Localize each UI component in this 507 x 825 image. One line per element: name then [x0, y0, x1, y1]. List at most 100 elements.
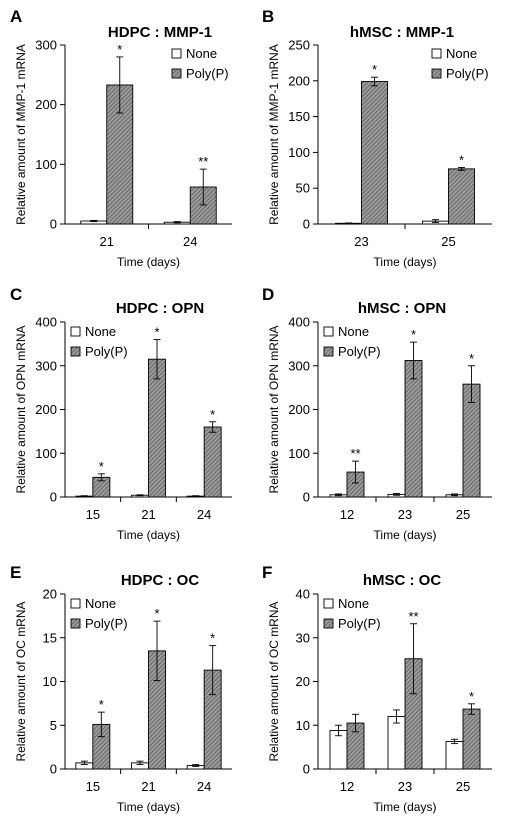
y-tick-label: 200: [288, 73, 310, 88]
x-axis-label: Time (days): [117, 528, 180, 542]
legend-swatch-polyp: [70, 346, 81, 357]
y-tick-label: 200: [35, 402, 57, 417]
legend: None Poly(P): [171, 46, 229, 81]
bar-polyp-21: [148, 358, 166, 498]
legend-label: Poly(P): [338, 344, 381, 359]
y-tick-label: 200: [288, 402, 310, 417]
x-tick-label: 23: [398, 779, 412, 794]
x-axis-label: Time (days): [117, 800, 180, 814]
significance-marker: **: [350, 446, 360, 461]
y-tick-label: 400: [288, 315, 310, 330]
y-axis-label: Relative amount of MMP-1 mRNA: [267, 44, 281, 225]
legend-swatch-polyp: [323, 618, 334, 629]
legend-swatch-polyp: [431, 68, 442, 79]
panel-title: hMSC : OC: [363, 572, 441, 589]
significance-marker: *: [99, 697, 104, 712]
x-tick-label: 24: [197, 779, 211, 794]
panel-c: C HDPC : OPN 0 100 200 300 400 Relative amount …: [10, 285, 232, 542]
x-tick-label: 25: [456, 507, 470, 522]
y-tick-label: 300: [35, 38, 57, 53]
legend-label: Poly(P): [186, 66, 229, 81]
y-tick-label: 30: [296, 630, 310, 645]
significance-marker: *: [154, 606, 159, 621]
legend-label: None: [186, 46, 217, 61]
panel-title: hMSC : OPN: [358, 300, 446, 317]
legend-label: Poly(P): [85, 344, 128, 359]
y-tick-label: 200: [35, 97, 57, 112]
legend-label: None: [85, 596, 116, 611]
significance-marker: *: [99, 459, 104, 474]
significance-marker: *: [459, 152, 464, 167]
bar-polyp-23: [361, 81, 388, 225]
y-axis-label: Relative amount of OC mRNA: [14, 601, 28, 761]
panel-letter: C: [10, 285, 22, 304]
legend: None Poly(P): [431, 46, 489, 81]
x-axis-label: Time (days): [374, 528, 437, 542]
legend-label: None: [338, 324, 369, 339]
legend: None Poly(P): [70, 596, 128, 631]
y-tick-label: 100: [35, 446, 57, 461]
panel-letter: D: [262, 285, 274, 304]
panel-letter: E: [10, 563, 21, 582]
y-tick-label: 100: [288, 145, 310, 160]
legend-swatch-polyp: [70, 618, 81, 629]
significance-marker: *: [210, 631, 215, 646]
y-tick-label: 300: [35, 358, 57, 373]
x-tick-label: 12: [340, 507, 354, 522]
y-axis-label: Relative amount of OC mRNA: [267, 601, 281, 761]
bar-none-12: [329, 730, 348, 770]
y-tick-label: 250: [288, 38, 310, 53]
y-tick-label: 20: [296, 674, 310, 689]
legend-swatch-none: [431, 48, 442, 59]
y-tick-label: 0: [50, 762, 57, 777]
panel-title: hMSC : MMP-1: [350, 24, 454, 41]
x-tick-label: 24: [197, 507, 211, 522]
legend-swatch-none: [171, 48, 182, 59]
y-tick-label: 0: [303, 490, 310, 505]
x-axis-label: Time (days): [374, 255, 437, 269]
x-tick-label: 25: [441, 234, 455, 249]
x-tick-label: 21: [100, 234, 114, 249]
bar-polyp-25: [448, 168, 475, 225]
x-tick-label: 15: [86, 507, 100, 522]
y-axis-label: Relative amount of MMP-1 mRNA: [14, 44, 28, 225]
bar-polyp-24: [203, 426, 222, 498]
legend-swatch-none: [323, 598, 334, 609]
significance-marker: **: [408, 609, 418, 624]
y-tick-label: 10: [43, 674, 57, 689]
panel-title: HDPC : OC: [121, 572, 200, 589]
panel-letter: A: [10, 7, 22, 26]
legend-label: None: [85, 324, 116, 339]
legend-label: None: [446, 46, 477, 61]
y-tick-label: 0: [50, 490, 57, 505]
y-axis-label: Relative amount of OPN mRNA: [14, 325, 28, 493]
y-axis-label: Relative amount of OPN mRNA: [267, 325, 281, 493]
significance-marker: *: [469, 351, 474, 366]
x-tick-label: 21: [141, 507, 155, 522]
y-tick-label: 40: [296, 587, 310, 602]
y-tick-label: 0: [50, 217, 57, 232]
legend: None Poly(P): [323, 324, 381, 359]
bar-polyp-25: [462, 708, 481, 770]
panel-letter: F: [262, 563, 272, 582]
panel-title: HDPC : OPN: [116, 300, 204, 317]
panel-a: A HDPC : MMP-1 0 100 200 300 Relative amount o…: [10, 7, 232, 269]
bar-none-23: [387, 716, 406, 770]
y-tick-label: 15: [43, 630, 57, 645]
legend-label: Poly(P): [85, 616, 128, 631]
x-tick-label: 23: [354, 234, 368, 249]
legend-label: Poly(P): [338, 616, 381, 631]
bar-polyp-23: [404, 360, 423, 498]
significance-marker: *: [210, 407, 215, 422]
legend: None Poly(P): [70, 324, 128, 359]
legend: None Poly(P): [323, 596, 381, 631]
x-tick-label: 12: [340, 779, 354, 794]
panel-title: HDPC : MMP-1: [108, 24, 212, 41]
legend-swatch-none: [70, 326, 81, 337]
significance-marker: *: [117, 42, 122, 57]
y-tick-label: 5: [50, 718, 57, 733]
y-tick-label: 0: [303, 217, 310, 232]
x-tick-label: 23: [398, 507, 412, 522]
significance-marker: *: [469, 689, 474, 704]
